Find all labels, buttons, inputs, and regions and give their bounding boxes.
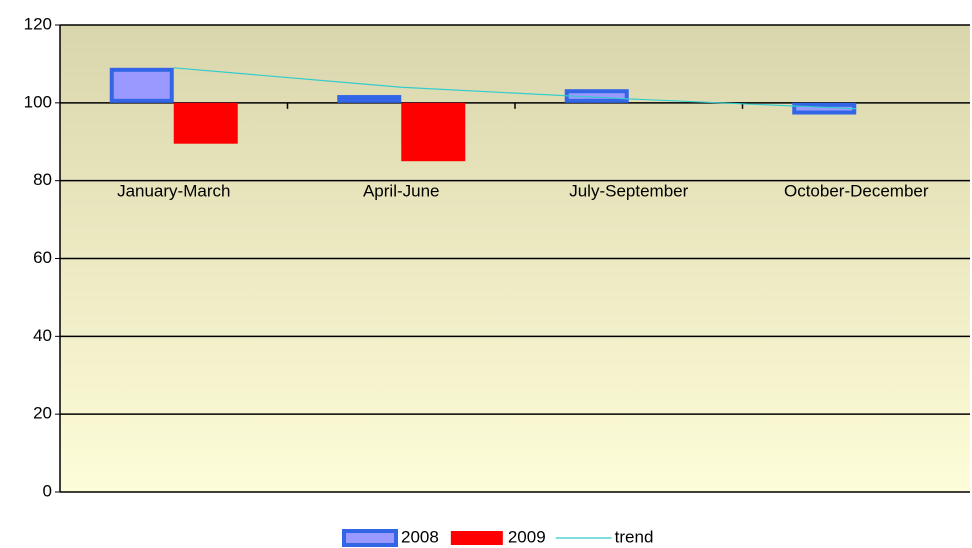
- legend-label: 2008: [401, 527, 439, 546]
- bar: [401, 102, 466, 162]
- x-tick-label: April-June: [363, 181, 440, 200]
- y-tick-label: 80: [33, 170, 52, 189]
- bar: [109, 67, 174, 103]
- bar: [337, 95, 402, 103]
- legend-swatch: [342, 529, 398, 547]
- x-tick-label: October-December: [784, 181, 929, 200]
- y-tick-label: 0: [43, 481, 52, 500]
- y-tick-label: 20: [33, 404, 52, 423]
- legend-label: 2009: [508, 527, 546, 546]
- y-tick-label: 60: [33, 248, 52, 267]
- legend-label: trend: [615, 527, 654, 546]
- x-tick-label: July-September: [569, 181, 688, 200]
- x-tick-label: January-March: [117, 181, 230, 200]
- y-tick-label: 40: [33, 326, 52, 345]
- y-tick-label: 100: [24, 92, 52, 111]
- legend-swatch: [450, 531, 503, 545]
- trend-line: [173, 67, 857, 110]
- y-tick-label: 120: [24, 14, 52, 33]
- bar: [173, 102, 238, 144]
